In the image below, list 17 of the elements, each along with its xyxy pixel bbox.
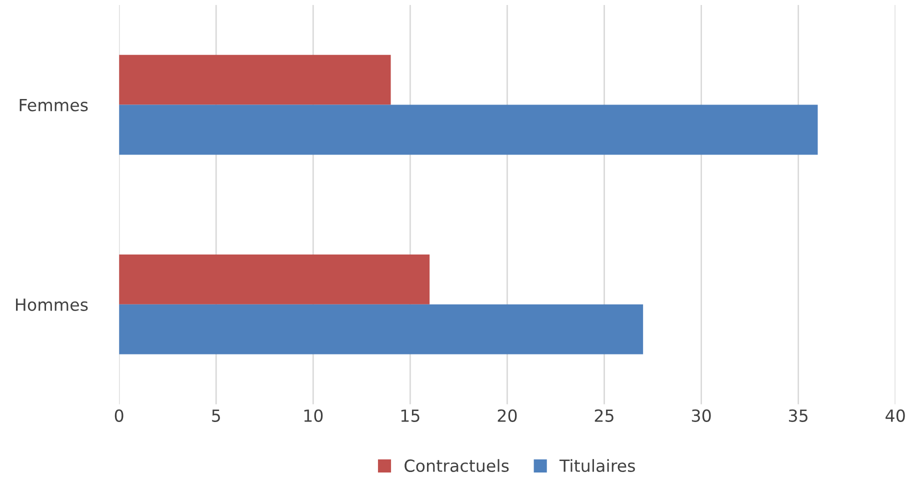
bar bbox=[119, 254, 430, 304]
x-tick-label: 40 bbox=[886, 409, 905, 422]
x-tick-label: 0 bbox=[114, 409, 124, 422]
x-tick-label: 5 bbox=[212, 410, 220, 422]
x-tick-label: 30 bbox=[692, 409, 711, 422]
legend-label: Contractuels bbox=[404, 459, 509, 472]
x-tick-label: 35 bbox=[788, 409, 808, 422]
x-tick-label: 15 bbox=[401, 410, 420, 422]
bar bbox=[119, 54, 391, 105]
y-tick-label: Hommes bbox=[16, 298, 88, 311]
x-tick-label: 20 bbox=[498, 409, 517, 422]
bar bbox=[119, 304, 644, 354]
bar bbox=[119, 104, 818, 155]
legend-label: Titulaires bbox=[559, 459, 635, 472]
y-tick-label: Femmes bbox=[20, 98, 88, 112]
x-tick-label: 25 bbox=[594, 409, 614, 422]
x-tick-label: 10 bbox=[304, 409, 323, 422]
